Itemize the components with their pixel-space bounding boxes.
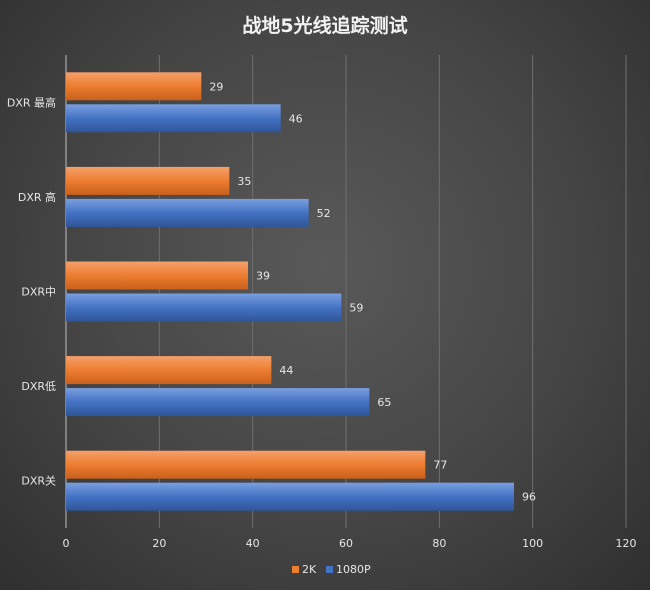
data-label: 77: [433, 459, 447, 472]
category-label: DXR 最高: [7, 95, 56, 109]
data-label: 29: [209, 80, 223, 93]
legend-label: 2K: [302, 563, 317, 576]
data-label: 52: [317, 207, 331, 220]
legend-swatch-2k: [292, 566, 299, 573]
category-label: DXR关: [21, 474, 56, 488]
bar-1080p: [66, 482, 514, 511]
legend: 2K 1080P: [292, 563, 371, 576]
bar-1080p: [66, 104, 281, 133]
data-label: 35: [237, 175, 251, 188]
category-label: DXR中: [21, 286, 56, 299]
data-label: 39: [256, 270, 270, 283]
bars-layer: [66, 72, 514, 511]
data-label: 46: [289, 112, 303, 125]
labels-layer: 0 20 40 60 80 100 120 DXR 最高 29 46 DXR 高 35 52 DXR中 39…: [7, 80, 637, 550]
bar-2k: [66, 166, 230, 195]
legend-label: 1080P: [336, 563, 371, 576]
legend-swatch-1080p: [326, 566, 333, 573]
bar-1080p: [66, 198, 309, 227]
data-label: 44: [279, 364, 293, 377]
data-label: 96: [522, 491, 536, 504]
bar-2k: [66, 450, 426, 479]
x-tick-label: 20: [152, 537, 166, 550]
category-label: DXR 高: [18, 190, 56, 204]
bar-2k: [66, 356, 272, 385]
data-label: 59: [349, 302, 363, 315]
bar-1080p: [66, 293, 342, 322]
chart-title: 战地5光线追踪测试: [242, 14, 407, 37]
x-tick-label: 60: [339, 537, 353, 550]
grid-layer: [65, 55, 627, 528]
x-tick-label: 120: [616, 537, 637, 550]
data-label: 65: [377, 396, 391, 409]
bar-1080p: [66, 388, 370, 417]
x-tick-label: 0: [63, 537, 70, 550]
x-tick-label: 40: [246, 537, 260, 550]
bar-2k: [66, 72, 202, 101]
category-label: DXR低: [21, 380, 56, 393]
x-tick-label: 80: [432, 537, 446, 550]
x-tick-label: 100: [522, 537, 543, 550]
bar-2k: [66, 261, 248, 290]
